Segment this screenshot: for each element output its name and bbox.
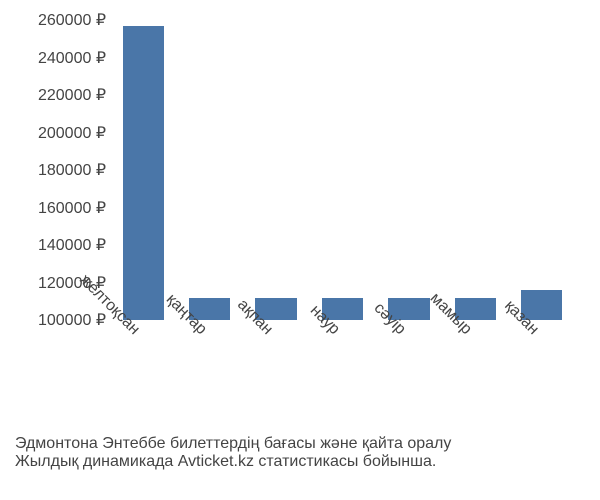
x-axis: желтоқсанқаңтарақпаннаурсәуірмамырқазан — [110, 326, 575, 446]
plot-area — [110, 20, 575, 320]
y-tick-label: 140000 ₽ — [38, 235, 106, 255]
y-tick-label: 160000 ₽ — [38, 198, 106, 218]
y-tick-label: 100000 ₽ — [38, 310, 106, 330]
caption-line: Жылдық динамикада Avticket.kz статистика… — [15, 453, 600, 471]
y-tick-label: 240000 ₽ — [38, 48, 106, 68]
price-chart: 100000 ₽120000 ₽140000 ₽160000 ₽180000 ₽… — [0, 0, 600, 500]
caption-line: Эдмонтона Энтеббе билеттердің бағасы жән… — [15, 435, 600, 453]
y-tick-label: 180000 ₽ — [38, 160, 106, 180]
bar — [123, 26, 164, 320]
y-tick-label: 220000 ₽ — [38, 85, 106, 105]
y-tick-label: 260000 ₽ — [38, 10, 106, 30]
chart-caption: Эдмонтона Энтеббе билеттердің бағасы жән… — [15, 435, 600, 471]
y-tick-label: 200000 ₽ — [38, 123, 106, 143]
